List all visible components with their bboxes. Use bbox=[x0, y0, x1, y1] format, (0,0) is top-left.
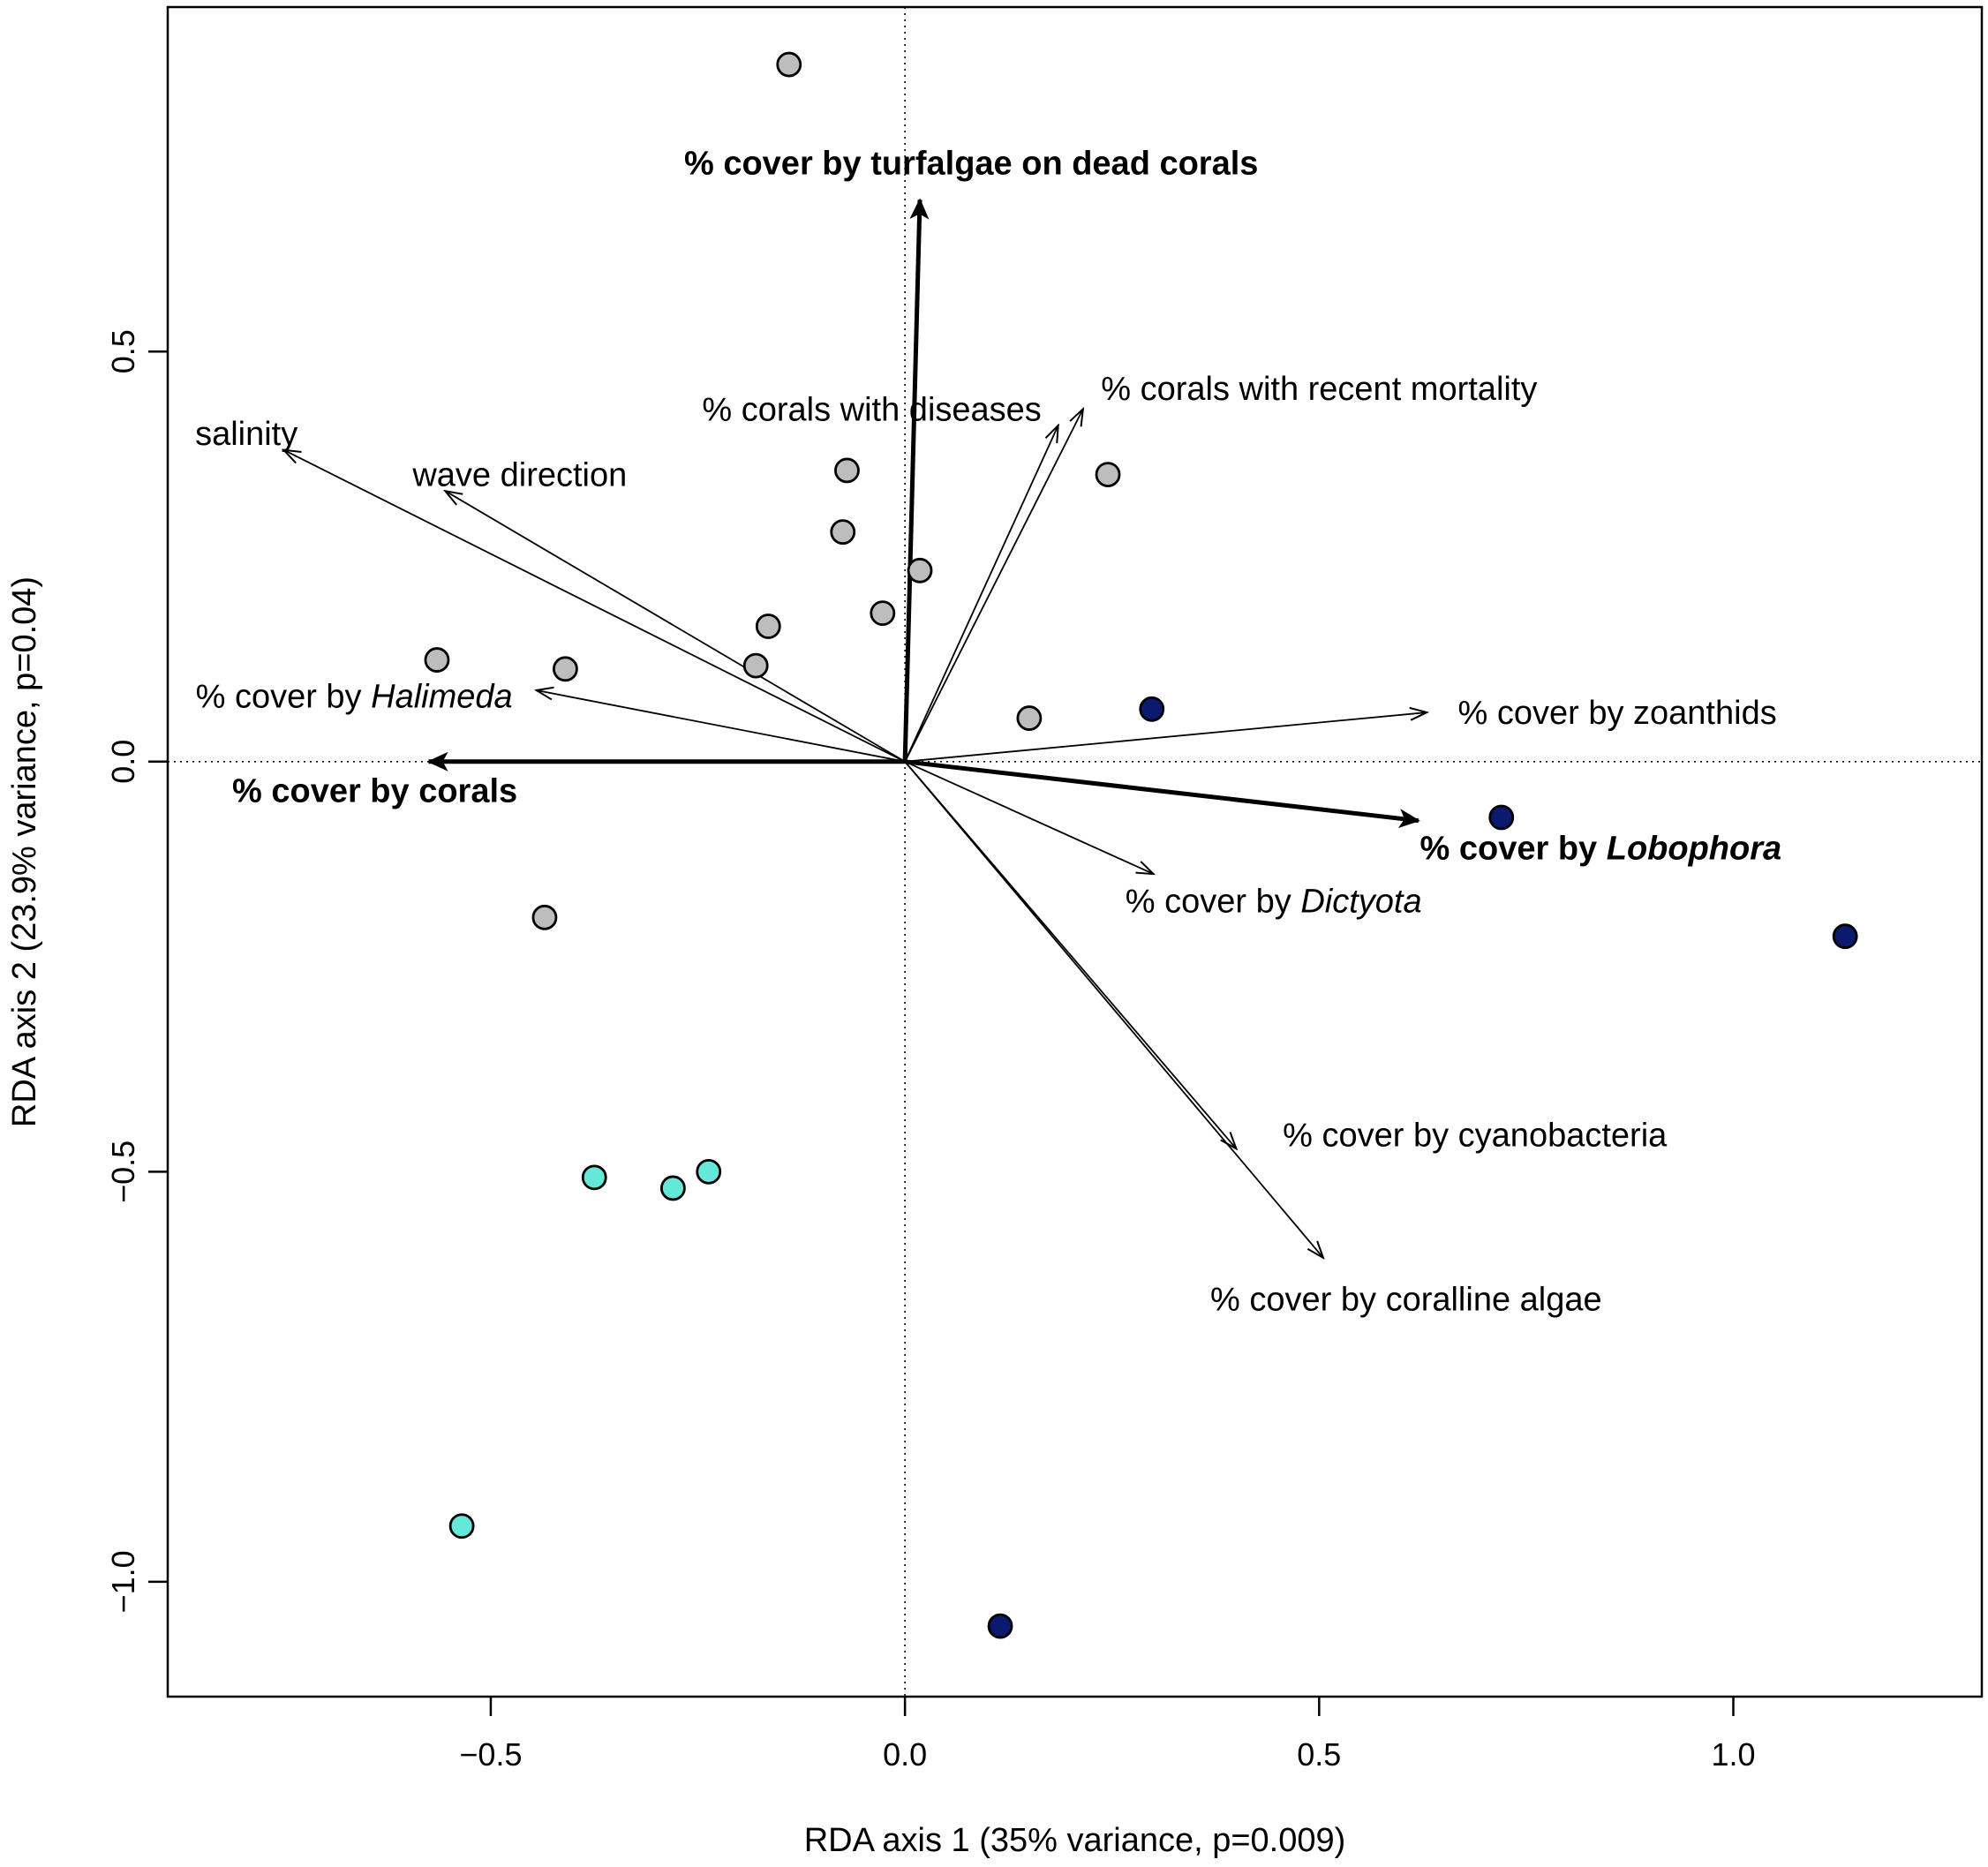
arrow-label: % cover by turfalgae on dead corals bbox=[684, 146, 1258, 183]
data-point-grey bbox=[424, 647, 450, 673]
arrow-label: % corals with recent mortality bbox=[1101, 371, 1537, 408]
x-tick-label: 0.5 bbox=[1297, 1736, 1341, 1773]
data-point-grey bbox=[907, 557, 933, 583]
data-point-navy bbox=[1139, 696, 1165, 722]
data-point-grey bbox=[742, 652, 769, 679]
x-tick-label: 0.0 bbox=[883, 1736, 927, 1773]
y-tick-label: −1.0 bbox=[105, 1550, 141, 1613]
data-point-navy bbox=[1488, 804, 1515, 831]
biplot-arrow bbox=[904, 761, 1323, 1258]
data-point-grey bbox=[830, 519, 856, 546]
biplot-arrow bbox=[537, 690, 906, 763]
data-point-navy bbox=[1832, 923, 1858, 950]
arrow-label: salinity bbox=[195, 416, 297, 453]
plot-frame bbox=[166, 5, 1984, 1698]
points-layer bbox=[424, 51, 1858, 1639]
biplot-arrow bbox=[904, 425, 1058, 763]
biplot-arrow bbox=[902, 198, 930, 762]
data-point-cyan bbox=[696, 1158, 722, 1185]
biplot-arrow bbox=[904, 759, 1420, 829]
data-point-grey bbox=[531, 904, 558, 930]
arrow-label: % cover by cyanobacteria bbox=[1283, 1118, 1668, 1155]
biplot-arrow bbox=[445, 491, 906, 763]
arrow-label: % cover by coralline algae bbox=[1210, 1281, 1602, 1318]
data-point-grey bbox=[1016, 705, 1043, 731]
arrow-label: % cover by Halimeda bbox=[196, 678, 513, 715]
data-point-cyan bbox=[448, 1513, 475, 1540]
y-axis-title: RDA axis 2 (23.9% variance, p=0.04) bbox=[6, 576, 43, 1127]
y-axis: −1.0 −0.5 0.0 0.5 bbox=[105, 329, 168, 1613]
data-point-grey bbox=[834, 457, 860, 484]
data-point-grey bbox=[870, 600, 896, 627]
arrow-label: % cover by Lobophora bbox=[1420, 830, 1782, 867]
data-point-cyan bbox=[581, 1164, 607, 1191]
arrow-label: wave direction bbox=[411, 457, 627, 494]
data-point-grey bbox=[553, 656, 578, 682]
y-tick-label: −0.5 bbox=[105, 1141, 141, 1203]
arrow-label: % cover by Dictyota bbox=[1126, 884, 1422, 921]
data-point-grey bbox=[1095, 462, 1121, 488]
biplot-arrow bbox=[904, 409, 1083, 763]
biplot-arrow bbox=[905, 712, 1427, 763]
y-tick-label: 0.0 bbox=[105, 740, 141, 784]
data-point-navy bbox=[987, 1613, 1013, 1639]
arrows-layer: % cover by turfalgae on dead corals % cov… bbox=[195, 146, 1781, 1319]
x-tick-label: −0.5 bbox=[459, 1736, 522, 1773]
biplot-arrow bbox=[904, 760, 1154, 874]
x-axis-title: RDA axis 1 (35% variance, p=0.009) bbox=[804, 1822, 1346, 1859]
data-point-grey bbox=[755, 614, 781, 639]
arrow-label: % cover by corals bbox=[232, 772, 517, 809]
arrow-label: % corals with diseases bbox=[702, 391, 1041, 428]
biplot-arrow bbox=[283, 450, 906, 763]
data-point-cyan bbox=[659, 1175, 686, 1201]
x-axis: −0.5 0.0 0.5 1.0 bbox=[459, 1697, 1756, 1773]
y-tick-label: 0.5 bbox=[105, 329, 141, 373]
x-tick-label: 1.0 bbox=[1711, 1736, 1755, 1773]
data-point-grey bbox=[776, 51, 802, 78]
arrow-label: % cover by zoanthids bbox=[1458, 695, 1777, 732]
